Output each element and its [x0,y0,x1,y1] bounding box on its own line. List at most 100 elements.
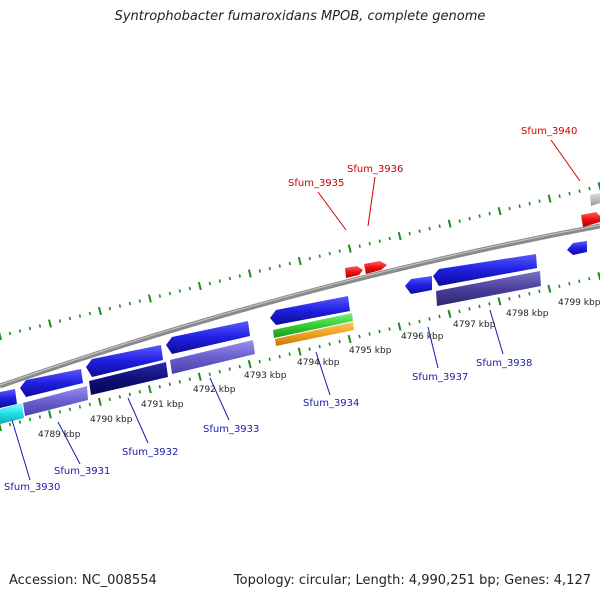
tick-label-4792: 4792 kbp [193,385,236,395]
accession-text: Accession: NC_008554 [9,573,157,588]
gene-sfum-3936[interactable] [364,261,387,274]
forward-tick [347,244,352,253]
gene-grey-right[interactable] [590,193,600,206]
genome-backbone [0,223,600,389]
reverse-tick [138,390,142,394]
reverse-tick [528,292,531,296]
reverse-tick [8,422,12,427]
gene-sfum-3933-light[interactable] [170,340,255,374]
reverse-tick [78,405,82,409]
gene-rrna-orange[interactable] [275,322,354,346]
reverse-tick [118,395,122,399]
reverse-tick [297,347,302,356]
forward-tick [478,214,481,218]
gene-sfum-3931-light[interactable] [23,386,88,416]
reverse-tick [108,397,112,402]
reverse-tick [168,382,171,387]
reverse-tick [468,307,471,311]
forward-tick [578,189,581,193]
forward-tick [497,206,502,216]
forward-tick [168,291,172,296]
reverse-tick [478,304,481,309]
forward-tick [588,186,591,191]
gene-sfum-3937-cds[interactable] [405,276,432,294]
gene-sfum-3933-cds[interactable] [166,321,250,354]
gene-sfum-3934-cds[interactable] [270,296,350,325]
reverse-tick [147,385,152,394]
gene-sfum-3940[interactable] [581,212,600,227]
reverse-tick [38,415,42,419]
forward-tick [238,274,241,278]
gene-rrna-green[interactable] [273,313,353,338]
tick-label-4797: 4797 kbp [453,320,496,330]
reverse-tick [208,372,211,376]
gene-sfum-3932-cds[interactable] [86,345,163,377]
reverse-tick [188,377,191,381]
forward-tick [388,236,391,241]
forward-tick [247,269,252,278]
forward-tick [0,331,2,341]
reverse-tick [508,297,511,301]
forward-tick [197,281,202,291]
genome-summary-text: Topology: circular; Length: 4,990,251 bp… [233,573,591,588]
gene-sfum-3932-dark[interactable] [89,362,168,395]
forward-tick [128,301,132,306]
reverse-tick [18,420,22,424]
forward-tick [147,294,152,303]
reverse-tick [178,380,181,384]
tick-label-4799: 4799 kbp [558,298,600,308]
gene-sfum-3931-cds[interactable] [20,369,83,397]
label-sfum-3932: Sfum_3932 [122,447,178,458]
forward-tick [138,299,142,303]
reverse-tick [388,327,391,331]
forward-tick [48,319,52,328]
forward-tick [428,226,431,231]
kbp-tick-labels: 4789 kbp 4790 kbp 4791 kbp 4792 kbp 4793… [38,298,600,440]
forward-tick [547,194,552,203]
gene-sfum-3938-dark[interactable] [436,271,541,306]
forward-tick [97,306,102,316]
reverse-tick [128,392,132,397]
gene-sfum-3935[interactable] [345,266,363,278]
reverse-tick [47,410,52,419]
forward-tick [328,251,331,256]
reverse-tick [218,369,221,374]
label-sfum-3930: Sfum_3930 [4,482,60,493]
page-title: Syntrophobacter fumaroxidans MPOB, compl… [114,9,486,24]
tick-label-4793: 4793 kbp [244,371,287,381]
reverse-tick [538,289,541,294]
forward-tick [447,219,452,228]
forward-tick [318,254,321,258]
reverse-tick [268,357,271,361]
label-sfum-3933: Sfum_3933 [203,424,259,435]
reverse-tick [158,385,161,389]
gene-sfum-3938-cds[interactable] [433,254,537,286]
reverse-tick [518,294,521,299]
forward-tick [468,216,471,221]
forward-tick [488,211,491,216]
forward-tick [358,244,361,248]
reverse-tick-row [0,272,600,432]
reverse-tick [438,314,441,319]
forward-tick [518,204,521,208]
genome-backbone-highlight [0,224,600,386]
reverse-tick [418,319,421,324]
gene-sfum-3930-cyan[interactable] [0,403,24,424]
label-connectors [11,139,581,481]
forward-tick [88,311,92,316]
forward-tick-row [0,181,600,341]
reverse-tick [28,417,32,422]
reverse-tick [338,339,341,344]
reverse-tick [428,317,431,321]
reverse-tick [588,276,591,281]
forward-tick [438,224,441,228]
gene-left-blue[interactable] [0,389,17,408]
label-sfum-3940: Sfum_3940 [521,126,577,137]
forward-tick [58,319,62,323]
gene-small-blue-right[interactable] [567,241,587,255]
forward-tick [18,329,22,333]
reverse-tick [558,284,561,288]
gene-features [0,193,600,424]
reverse-tick [238,364,241,369]
reverse-tick [488,302,491,306]
